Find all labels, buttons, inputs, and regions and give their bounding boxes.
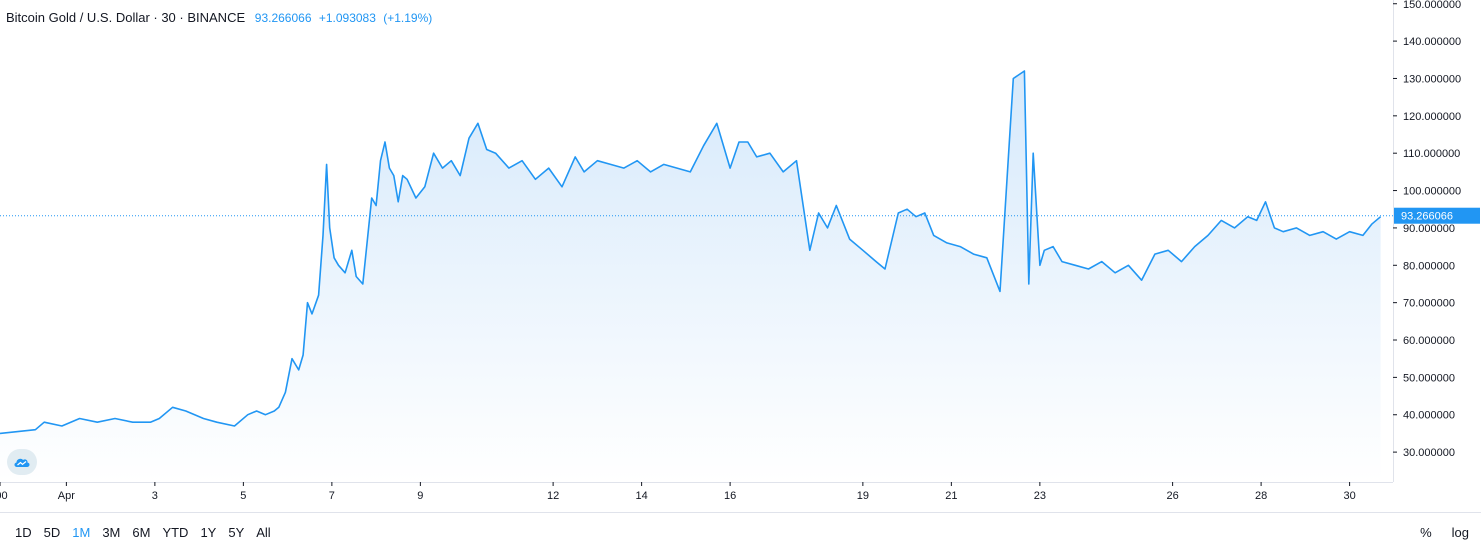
range-button-1d[interactable]: 1D bbox=[15, 525, 32, 540]
price-change: +1.093083 bbox=[318, 11, 376, 25]
x-tick-label: 9 bbox=[417, 490, 423, 502]
x-tick-label: 21 bbox=[945, 490, 957, 502]
price-change-percent: (+1.19%) bbox=[383, 11, 433, 25]
date-range-selector: 1D 5D 1M 3M 6M YTD 1Y 5Y All bbox=[9, 524, 277, 542]
y-tick-label: 40.000000 bbox=[1403, 410, 1455, 422]
range-button-3m[interactable]: 3M bbox=[102, 525, 121, 540]
range-button-5y[interactable]: 5Y bbox=[228, 525, 245, 540]
y-tick-label: 140.000000 bbox=[1403, 36, 1461, 48]
price-line bbox=[0, 70, 1382, 435]
y-tick-label: 120.000000 bbox=[1403, 111, 1461, 123]
x-tick-label: Apr bbox=[58, 490, 75, 502]
range-button-all[interactable]: All bbox=[256, 525, 271, 540]
symbol-legend: Bitcoin Gold / U.S. Dollar · 30 · BINANC… bbox=[6, 9, 436, 27]
range-button-6m[interactable]: 6M bbox=[132, 525, 151, 540]
x-tick-label: 5 bbox=[240, 490, 246, 502]
percent-scale-toggle[interactable]: % bbox=[1420, 525, 1432, 540]
y-tick-label: 130.000000 bbox=[1403, 73, 1461, 85]
x-tick-label: 30 bbox=[1343, 490, 1355, 502]
x-tick-label: 26 bbox=[1166, 490, 1178, 502]
x-tick-label: 23 bbox=[1034, 490, 1046, 502]
range-button-ytd[interactable]: YTD bbox=[162, 525, 189, 540]
range-button-5d[interactable]: 5D bbox=[43, 525, 61, 540]
bottom-toolbar: 1D 5D 1M 3M 6M YTD 1Y 5Y All % log bbox=[0, 512, 1481, 552]
x-tick-label: 12 bbox=[547, 490, 559, 502]
y-tick-label: 150.000000 bbox=[1403, 0, 1461, 11]
y-tick-label: 110.000000 bbox=[1403, 148, 1460, 160]
range-button-1m[interactable]: 1M bbox=[72, 525, 91, 540]
x-tick-label: 14 bbox=[635, 490, 647, 502]
price-area-fill bbox=[0, 71, 1381, 482]
x-tick-label: 7 bbox=[329, 490, 335, 502]
y-tick-label: 70.000000 bbox=[1403, 298, 1455, 310]
last-price-label-bg bbox=[1394, 207, 1480, 224]
y-tick-label: 30.000000 bbox=[1403, 447, 1455, 459]
x-tick-label: 3 bbox=[152, 490, 158, 502]
x-tick-label: 16 bbox=[724, 490, 736, 502]
log-scale-toggle[interactable]: log bbox=[1451, 525, 1469, 540]
y-tick-label: 50.000000 bbox=[1403, 372, 1455, 384]
x-tick-label: 19 bbox=[857, 490, 869, 502]
price-chart[interactable]: 150.000000 140.000000 130.000000 120.000000… bbox=[0, 0, 1481, 512]
y-tick-label: 100.000000 bbox=[1403, 186, 1461, 198]
price-axis[interactable]: 150.000000 140.000000 130.000000 120.000000… bbox=[1393, 0, 1461, 482]
y-tick-label: 90.000000 bbox=[1403, 223, 1455, 235]
y-tick-label: 60.000000 bbox=[1403, 335, 1455, 347]
time-axis[interactable]: :00 Apr 3 5 7 9 12 14 16 19 21 23 26 28 30 bbox=[0, 482, 1393, 502]
x-tick-label: 28 bbox=[1255, 490, 1267, 502]
tradingview-cloud-icon[interactable] bbox=[7, 449, 37, 475]
last-price-label: 93.266066 bbox=[1401, 211, 1453, 223]
last-price: 93.266066 bbox=[254, 11, 312, 25]
range-button-1y[interactable]: 1Y bbox=[200, 525, 217, 540]
x-tick-label: :00 bbox=[0, 490, 8, 502]
y-tick-label: 80.000000 bbox=[1403, 260, 1455, 272]
symbol-title[interactable]: Bitcoin Gold / U.S. Dollar · 30 · BINANC… bbox=[6, 10, 246, 25]
